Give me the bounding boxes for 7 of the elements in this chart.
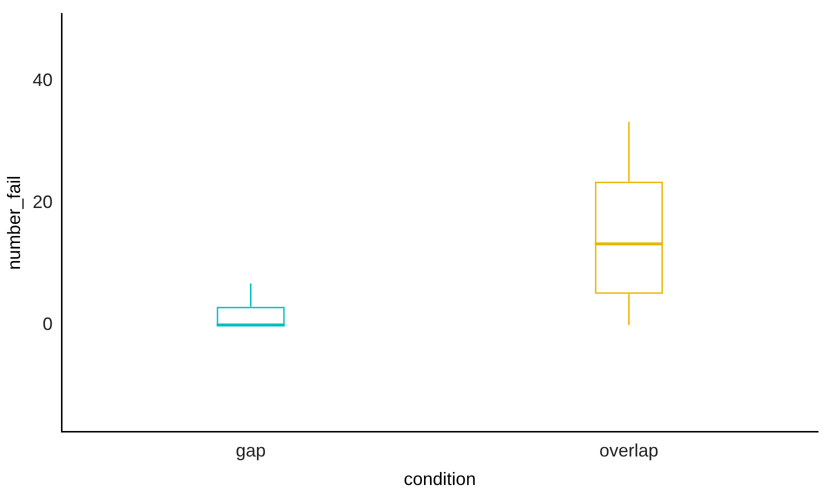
x-axis-title: condition — [404, 469, 476, 490]
x-tick-label: gap — [236, 440, 266, 461]
y-axis-title: number_fail — [4, 176, 24, 270]
y-tick-label: 0 — [42, 314, 53, 334]
x-tick-label: overlap — [599, 440, 658, 461]
y-tick-label: 40 — [32, 70, 53, 90]
y-tick-label: 20 — [32, 192, 53, 212]
